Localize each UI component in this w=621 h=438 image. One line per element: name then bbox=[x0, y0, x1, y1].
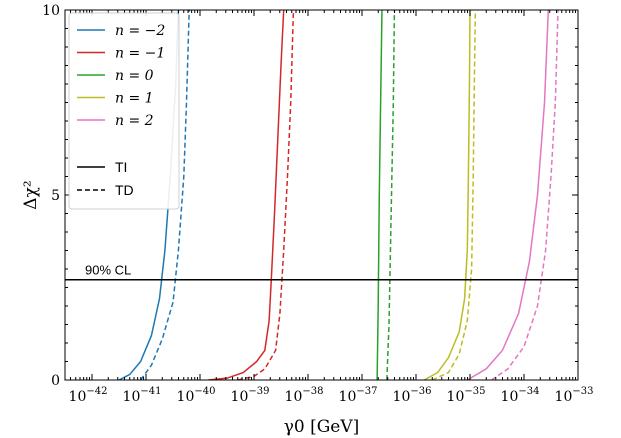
legend: n = −2 n = −1 n = 0 n = 1 n = 2 TI TD bbox=[68, 12, 180, 210]
x-axis-title: γ0 [GeV] bbox=[284, 417, 360, 437]
legend-style-label: TD bbox=[115, 182, 134, 198]
series-line-td-3 bbox=[237, 10, 295, 380]
y-tick-label: 10 bbox=[42, 3, 60, 19]
plot-frame bbox=[64, 9, 579, 381]
series-line-td-7 bbox=[431, 10, 477, 380]
legend-style-label: TI bbox=[115, 159, 127, 175]
series-line-td-9 bbox=[491, 10, 559, 380]
series-layer bbox=[118, 10, 559, 380]
y-tick-label: 5 bbox=[51, 188, 60, 204]
x-tick-label: 10−33 bbox=[555, 386, 594, 405]
legend-label: n = 1 bbox=[115, 91, 154, 107]
series-line-ti-6 bbox=[423, 10, 471, 380]
cl-layer: 90% CL bbox=[65, 263, 578, 281]
legend-label: n = −2 bbox=[115, 23, 165, 39]
legend-label: n = 2 bbox=[115, 113, 154, 129]
x-tick-label: 10−34 bbox=[501, 386, 540, 405]
x-tick-label: 10−37 bbox=[339, 386, 378, 405]
cl-label: 90% CL bbox=[85, 263, 131, 278]
x-tick-label: 10−39 bbox=[231, 386, 270, 405]
series-line-td-5 bbox=[386, 10, 396, 380]
series-line-ti-8 bbox=[466, 10, 550, 380]
legend-frame bbox=[68, 12, 180, 210]
legend-label: n = 0 bbox=[115, 68, 154, 84]
x-tick-label: 10−35 bbox=[447, 386, 486, 405]
y-tick-label: 0 bbox=[51, 373, 60, 389]
y-axis-title: Δχ² bbox=[21, 180, 41, 209]
series-line-ti-4 bbox=[376, 10, 383, 380]
series-line-td-1 bbox=[139, 10, 190, 380]
x-tick-label: 10−40 bbox=[177, 386, 216, 405]
x-tick-label: 10−41 bbox=[123, 386, 162, 405]
x-tick-label: 10−38 bbox=[285, 386, 324, 405]
x-tick-label: 10−42 bbox=[69, 386, 108, 405]
x-tick-label: 10−36 bbox=[393, 386, 432, 405]
series-line-ti-2 bbox=[208, 10, 285, 380]
legend-label: n = −1 bbox=[115, 46, 165, 62]
